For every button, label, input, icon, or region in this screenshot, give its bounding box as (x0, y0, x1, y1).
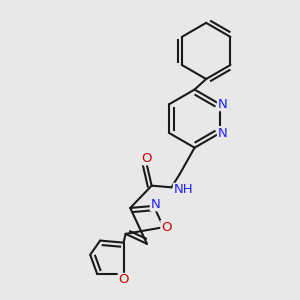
Text: N: N (150, 198, 160, 211)
Text: NH: NH (173, 184, 193, 196)
Text: N: N (218, 127, 227, 140)
Text: O: O (118, 274, 129, 286)
Text: O: O (161, 221, 172, 234)
Text: O: O (141, 152, 152, 165)
Text: N: N (218, 98, 227, 111)
